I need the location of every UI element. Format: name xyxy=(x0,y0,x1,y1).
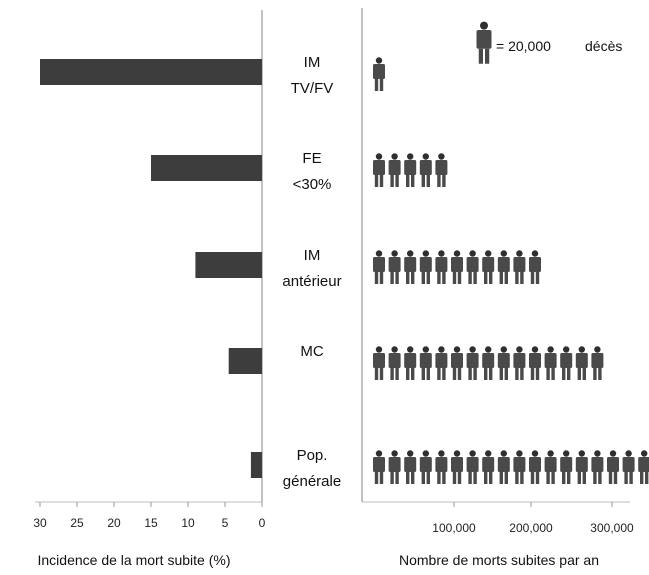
person-icon xyxy=(388,346,401,380)
category-label: IM xyxy=(304,247,321,264)
category-label-sub: TV/FV xyxy=(291,80,334,97)
left-tick-label: 5 xyxy=(222,516,229,530)
category-label-sub: antérieur xyxy=(282,273,341,290)
person-icon xyxy=(404,450,417,484)
person-icon xyxy=(435,346,448,380)
person-icon xyxy=(622,450,635,484)
left-bars xyxy=(40,59,262,478)
person-icon xyxy=(497,250,510,284)
person-icon xyxy=(404,250,417,284)
person-icon xyxy=(451,450,463,484)
left-tick-label: 10 xyxy=(181,516,195,530)
left-panel: 30 25 20 15 10 5 0 Incidence de la mort subite… xyxy=(33,10,266,568)
person-icon xyxy=(466,250,479,284)
person-icon xyxy=(529,450,541,484)
right-tick-label: 200,000 xyxy=(509,521,553,535)
left-bar xyxy=(40,59,262,85)
person-icon xyxy=(419,153,432,187)
person-icon xyxy=(497,450,510,484)
person-icon xyxy=(373,346,385,380)
right-panel: 100,000 200,000 300,000 Nombre de morts su… xyxy=(361,8,649,568)
person-icon xyxy=(591,450,604,484)
icon-row xyxy=(373,450,649,484)
icon-row xyxy=(373,153,448,187)
category-label-sub: générale xyxy=(283,473,341,490)
person-icon xyxy=(560,450,573,484)
person-icon xyxy=(513,450,526,484)
category-labels: IM TV/FV FE <30% IM antérieur MC Pop. générale xyxy=(282,54,341,490)
person-icon xyxy=(529,346,541,380)
person-icon xyxy=(419,346,432,380)
person-icon xyxy=(560,346,573,380)
person-icon xyxy=(529,250,541,284)
category-label: FE xyxy=(302,150,321,167)
person-icon xyxy=(419,450,432,484)
person-icon xyxy=(482,250,495,284)
left-bar xyxy=(228,348,262,374)
icon-row xyxy=(373,346,604,380)
person-icon xyxy=(435,250,448,284)
category-label: Pop. xyxy=(297,447,328,464)
left-tick-label: 30 xyxy=(33,516,47,530)
person-icon xyxy=(482,346,495,380)
legend-label: décès xyxy=(585,38,622,54)
person-icon xyxy=(544,346,557,380)
person-icon xyxy=(466,450,479,484)
left-ticks: 30 25 20 15 10 5 0 xyxy=(33,502,266,530)
person-icon xyxy=(575,346,588,380)
left-bar xyxy=(195,252,262,278)
right-axis-title: Nombre de morts subites par an xyxy=(399,552,599,568)
person-icon xyxy=(638,450,649,484)
person-icon xyxy=(373,57,385,91)
right-tick-label: 100,000 xyxy=(432,521,476,535)
left-tick-label: 15 xyxy=(144,516,158,530)
icon-row xyxy=(373,57,385,91)
person-icon xyxy=(476,21,492,64)
person-icon xyxy=(435,450,448,484)
category-label-sub: <30% xyxy=(293,176,332,193)
person-icon xyxy=(466,346,479,380)
person-icon xyxy=(451,346,463,380)
person-icon xyxy=(373,153,385,187)
person-icon xyxy=(404,346,417,380)
person-icon xyxy=(404,153,417,187)
person-icon xyxy=(373,450,385,484)
legend-value: = 20,000 xyxy=(496,38,551,54)
left-tick-label: 0 xyxy=(259,516,266,530)
right-ticks: 100,000 200,000 300,000 xyxy=(432,502,634,535)
category-label: IM xyxy=(304,54,321,71)
left-tick-label: 25 xyxy=(70,516,84,530)
left-bar xyxy=(250,452,262,478)
person-icon xyxy=(451,250,463,284)
person-icon xyxy=(482,450,495,484)
left-bar xyxy=(151,155,262,181)
category-label: MC xyxy=(300,343,323,360)
person-icon xyxy=(513,250,526,284)
person-icon xyxy=(544,450,557,484)
right-icon-rows xyxy=(373,57,649,484)
person-icon xyxy=(373,250,385,284)
person-icon xyxy=(419,250,432,284)
person-icon xyxy=(575,450,588,484)
left-tick-label: 20 xyxy=(107,516,121,530)
left-axis-title: Incidence de la mort subite (%) xyxy=(38,552,231,568)
person-icon xyxy=(513,346,526,380)
person-icon xyxy=(388,153,401,187)
person-icon xyxy=(435,153,448,187)
person-icon xyxy=(607,450,619,484)
person-icon xyxy=(497,346,510,380)
icon-row xyxy=(373,250,541,284)
right-tick-label: 300,000 xyxy=(590,521,634,535)
person-icon xyxy=(388,250,401,284)
legend: = 20,000 décès xyxy=(476,21,622,64)
person-icon xyxy=(388,450,401,484)
person-icon xyxy=(591,346,604,380)
